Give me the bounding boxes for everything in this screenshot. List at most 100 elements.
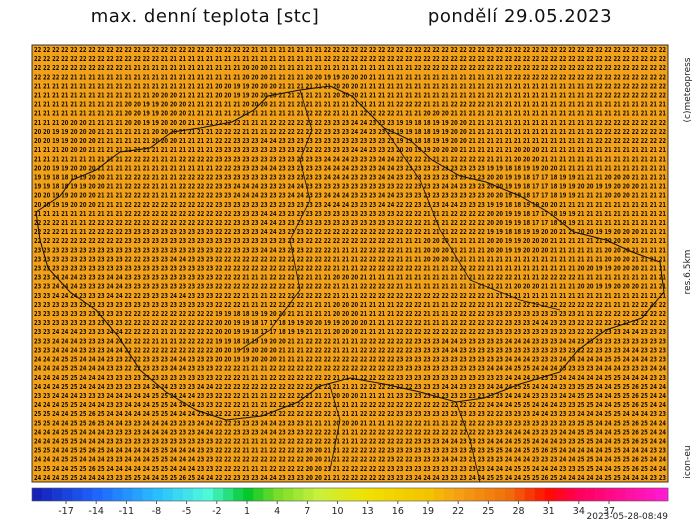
colorbar-cell <box>102 488 113 501</box>
grid-row: 22 22 22 21 21 21 22 22 22 22 23 23 23 2… <box>34 228 666 236</box>
colorbar-cell <box>444 488 455 501</box>
grid-row: 23 23 23 23 23 23 23 23 23 23 22 22 23 2… <box>34 255 666 263</box>
colorbar-cell <box>645 488 656 501</box>
colorbar-tick-label: -2 <box>212 506 221 517</box>
grid-row: 21 21 21 20 20 20 21 21 21 21 21 21 21 2… <box>34 146 666 154</box>
grid-row: 21 21 21 21 21 21 21 21 21 21 22 22 22 2… <box>34 155 666 163</box>
grid-row: 24 24 24 25 25 24 24 24 23 23 22 22 23 2… <box>34 356 666 364</box>
grid-row: 25 25 24 24 25 25 26 25 24 24 24 24 24 2… <box>34 410 666 418</box>
colorbar-cell <box>213 488 224 501</box>
grid-row: 23 23 24 24 24 23 23 23 24 24 22 22 22 2… <box>34 337 666 345</box>
colorbar-cell <box>655 488 666 501</box>
grid-row: 23 23 24 24 24 23 23 23 24 24 23 23 23 2… <box>34 274 666 282</box>
colorbar-cell <box>122 488 133 501</box>
colorbar-tick-label: -8 <box>152 506 161 517</box>
colorbar-cell <box>665 488 669 501</box>
grid-row: 23 23 24 24 24 23 23 23 24 24 23 23 23 2… <box>34 283 666 291</box>
grid-row: 22 22 22 22 22 22 22 22 22 22 22 22 22 2… <box>34 55 666 63</box>
colorbar-cell <box>132 488 143 501</box>
colorbar-cell <box>223 488 234 501</box>
colorbar-cell <box>62 488 73 501</box>
border <box>35 85 665 421</box>
colorbar-cell <box>303 488 314 501</box>
colorbar-cell <box>484 488 495 501</box>
grid-row: 24 24 24 25 25 24 24 24 23 23 24 24 24 2… <box>34 456 666 464</box>
grid-row: 23 23 24 24 24 23 23 23 24 24 24 24 24 2… <box>34 392 666 400</box>
grid-row: 25 25 24 24 25 25 26 25 24 24 23 23 24 2… <box>34 419 666 427</box>
colorbar-cell <box>343 488 355 501</box>
colorbar-cell <box>202 488 214 501</box>
colorbar-cell <box>575 488 586 501</box>
grid-row: 24 24 24 25 25 24 24 24 23 23 23 23 23 2… <box>34 437 666 445</box>
colorbar-cell <box>42 488 53 501</box>
grid-row: 22 22 22 22 21 21 21 21 21 21 21 21 21 2… <box>34 73 666 81</box>
colorbar-cell <box>434 488 445 501</box>
grid-row: 24 24 24 25 25 24 24 24 23 23 23 23 24 2… <box>34 428 666 436</box>
colorbar-cell <box>253 488 264 501</box>
colorbar-cell <box>313 488 324 501</box>
grid-row: 21 21 21 21 21 21 21 21 21 21 20 20 19 1… <box>34 110 666 118</box>
colorbar-cell <box>152 488 164 501</box>
grid-row: 24 24 24 25 25 24 24 24 23 23 22 22 23 2… <box>34 365 666 373</box>
colorbar-cell <box>554 488 566 501</box>
grid-row: 23 23 23 23 23 23 23 23 23 23 23 23 23 2… <box>34 265 666 273</box>
grid-row: 21 21 21 21 21 21 21 21 21 21 21 21 21 2… <box>34 82 666 90</box>
colorbar-cell <box>404 488 415 501</box>
colorbar-cell <box>605 488 616 501</box>
colorbar-tick-label: -11 <box>119 506 135 517</box>
colorbar-tick-label: 7 <box>304 506 310 517</box>
grid-row: 21 21 21 20 20 20 21 21 21 21 20 20 19 1… <box>34 119 666 127</box>
title: max. denní teplota [stc] <box>91 6 319 27</box>
colorbar-cell <box>243 488 254 501</box>
grid-row: 25 25 24 24 25 25 26 25 24 24 24 24 24 2… <box>34 465 666 473</box>
colorbar-cell <box>394 488 405 501</box>
map-area <box>31 44 669 483</box>
colorbar-tick-label: 28 <box>512 506 524 517</box>
grid-row: 23 23 24 24 24 23 23 23 24 24 22 22 22 2… <box>34 328 666 336</box>
colorbar-cell <box>353 488 365 501</box>
colorbar-cell <box>233 488 244 501</box>
colorbar-cell <box>142 488 153 501</box>
colorbar-cell <box>635 488 646 501</box>
colorbar-tick-label: 25 <box>482 506 494 517</box>
grid-row: 23 23 24 24 24 23 23 23 24 24 22 22 22 2… <box>34 346 666 354</box>
colorbar-cell <box>504 488 515 501</box>
grid-row: 22 22 22 22 22 22 22 22 22 22 22 22 22 2… <box>34 46 666 54</box>
grid-row: 22 22 22 22 22 22 22 22 22 22 21 21 21 2… <box>34 64 666 72</box>
colorbar-cell <box>32 488 43 501</box>
grid-row: 20 20 19 19 20 20 20 21 21 21 21 21 21 2… <box>34 128 666 136</box>
credit: (c)meteopress <box>683 57 693 122</box>
colorbar-cell <box>293 488 304 501</box>
colorbar-tick-label: 16 <box>392 506 404 517</box>
colorbar-cell <box>82 488 93 501</box>
colorbar-cell <box>92 488 103 501</box>
colorbar-tick-label: 37 <box>603 506 615 517</box>
grid-row: 23 23 23 23 23 23 23 23 23 23 22 22 22 2… <box>34 310 666 318</box>
colorbar-cell <box>182 488 194 501</box>
region-lines <box>239 89 561 483</box>
colorbar-cell <box>424 488 435 501</box>
colorbar-tick-label: 19 <box>422 506 434 517</box>
colorbar-cell <box>414 488 425 501</box>
colorbar-tick-label: 34 <box>573 506 585 517</box>
grid-row: 20 20 19 19 20 20 20 21 21 21 22 22 22 2… <box>34 192 666 200</box>
colorbar-cell <box>464 488 475 501</box>
model: icon-eu <box>683 445 693 478</box>
colorbar-tick-label: 31 <box>543 506 555 517</box>
colorbar-cell <box>72 488 83 501</box>
colorbar-cell <box>52 488 63 501</box>
colorbar-cell <box>595 488 606 501</box>
colorbar-cell <box>323 488 334 501</box>
colorbar-tick-label: -17 <box>58 506 74 517</box>
colorbar-cell <box>273 488 284 501</box>
colorbar-tick-label: 10 <box>331 506 343 517</box>
grid-row: 24 24 24 25 25 24 24 24 23 23 24 24 24 2… <box>34 401 666 409</box>
colorbar-cell <box>383 488 395 501</box>
colorbar-cell <box>524 488 536 501</box>
grid-row: 22 22 22 21 21 21 22 22 22 22 22 22 22 2… <box>34 219 666 227</box>
colorbar-cell <box>625 488 636 501</box>
colorbar-tick-label: 4 <box>274 506 280 517</box>
grid-row: 23 23 23 23 23 23 23 23 23 23 23 23 23 2… <box>34 301 666 309</box>
value-grid: 22 22 22 22 22 22 22 22 22 22 22 22 22 2… <box>34 46 666 482</box>
